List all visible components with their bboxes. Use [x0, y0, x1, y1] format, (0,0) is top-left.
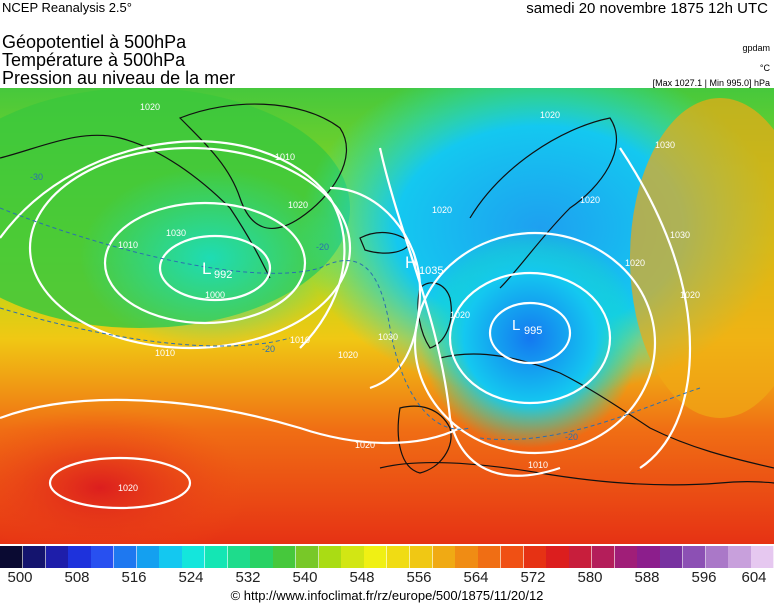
colorbar-tick: 532: [235, 569, 261, 586]
colorbar-swatch: [227, 546, 251, 568]
colorbar-tick: 508: [64, 569, 90, 586]
title-pressure: Pression au niveau de la mer: [2, 68, 236, 88]
colorbar-tick: 580: [577, 569, 603, 586]
colorbar-tick: 556: [406, 569, 432, 586]
colorbar-swatch: [591, 546, 616, 568]
colorbar-tick: 572: [520, 569, 546, 586]
weather-map: 1020 1010 1010 1020 1030 1000 1010 1010 …: [0, 88, 774, 544]
credit-link[interactable]: © http://www.infoclimat.fr/rz/europe/500…: [230, 588, 544, 603]
isobar-label: 1020: [450, 310, 470, 320]
colorbar-tick: 596: [691, 569, 717, 586]
low-value: 995: [524, 325, 542, 337]
colorbar-swatch: [614, 546, 638, 568]
colorbar-swatch: [68, 546, 92, 568]
colorbar-swatch: [409, 546, 433, 568]
colorbar-swatch: [159, 546, 183, 568]
colorbar: [0, 546, 774, 568]
unit-temp: °C: [759, 63, 770, 73]
isobar-label: 1030: [378, 332, 398, 342]
temp-label: -30: [30, 172, 43, 182]
isobar-label: 1010: [528, 460, 548, 470]
isobar-label: 1010: [118, 240, 138, 250]
isobar-label: 1030: [166, 228, 186, 238]
isobar-label: 1020: [118, 483, 138, 493]
high-letter: H: [405, 253, 417, 272]
isobars: [0, 140, 692, 510]
colorbar-tick: 604: [741, 569, 767, 586]
low-letter: L: [512, 317, 520, 334]
colorbar-swatch: [455, 546, 479, 568]
isobar-label: 1000: [205, 290, 225, 300]
isobar-label: 1020: [140, 102, 160, 112]
colorbar-tick: 516: [121, 569, 147, 586]
colorbar-tick: 564: [463, 569, 489, 586]
colorbar-swatch: [682, 546, 707, 568]
isobar-label: 1030: [670, 230, 690, 240]
colorbar-swatch: [295, 546, 320, 568]
colorbar-swatch: [0, 546, 24, 568]
isobar-label: 1030: [655, 140, 675, 150]
colorbar-swatch: [273, 546, 297, 568]
colorbar-swatch: [91, 546, 115, 568]
colorbar-swatch: [500, 546, 525, 568]
isobar-label: 1020: [680, 290, 700, 300]
colorbar-swatch: [569, 546, 593, 568]
isobar-label: 1020: [432, 205, 452, 215]
colorbar-tick: 588: [634, 569, 660, 586]
colorbar-swatch: [478, 546, 502, 568]
isobar-label: 1020: [540, 110, 560, 120]
colorbar-swatch: [660, 546, 684, 568]
colorbar-swatch: [546, 546, 570, 568]
low-value: 992: [214, 269, 232, 281]
isobar-label: 1010: [290, 335, 310, 345]
colorbar-swatch: [45, 546, 69, 568]
colorbar-tick: 548: [349, 569, 375, 586]
colorbar-swatch: [113, 546, 138, 568]
colorbar-swatch: [136, 546, 160, 568]
isobar-label: 1010: [155, 348, 175, 358]
temp-label: -20: [262, 344, 275, 354]
colorbar-swatch: [728, 546, 752, 568]
title-geopotential: Géopotentiel à 500hPa: [2, 32, 187, 52]
colorbar-swatch: [637, 546, 661, 568]
high-value: 1035: [419, 265, 443, 277]
colorbar-swatch: [22, 546, 46, 568]
temperature-lines: [0, 207, 701, 441]
colorbar-swatch: [318, 546, 342, 568]
pressure-centers: L 992 H 1035 L 995: [202, 253, 542, 337]
datetime-label: samedi 20 novembre 1875 12h UTC: [526, 0, 768, 17]
pressure-range: [Max 1027.1 | Min 995.0] hPa: [652, 78, 770, 88]
colorbar-swatch: [341, 546, 365, 568]
temp-label: -20: [565, 432, 578, 442]
colorbar-swatch: [705, 546, 729, 568]
isobar-label: 1020: [288, 200, 308, 210]
colorbar-tick: 500: [7, 569, 33, 586]
colorbar-tick: 540: [292, 569, 318, 586]
isobar-label: 1020: [355, 440, 375, 450]
temp-label: -20: [316, 242, 329, 252]
colorbar-swatch: [751, 546, 774, 568]
colorbar-tick: 524: [178, 569, 204, 586]
colorbar-swatch: [432, 546, 456, 568]
colorbar-swatch: [523, 546, 547, 568]
isobar-label: 1020: [580, 195, 600, 205]
isobar-label: 1020: [625, 258, 645, 268]
colorbar-swatch: [204, 546, 229, 568]
colorbar-swatch: [387, 546, 411, 568]
unit-geo: gpdam: [742, 43, 770, 53]
low-letter: L: [202, 259, 211, 278]
isobar-labels: 1020 1010 1010 1020 1030 1000 1010 1010 …: [118, 102, 700, 493]
source-label: NCEP Reanalysis 2.5°: [2, 0, 132, 15]
colorbar-swatch: [182, 546, 206, 568]
title-temperature: Température à 500hPa: [2, 50, 186, 70]
isobar-label: 1020: [338, 350, 358, 360]
isobar-label: 1010: [275, 152, 295, 162]
temperature-labels: -30 -20 -20 -20: [30, 172, 578, 442]
colorbar-swatch: [250, 546, 274, 568]
colorbar-swatch: [364, 546, 388, 568]
